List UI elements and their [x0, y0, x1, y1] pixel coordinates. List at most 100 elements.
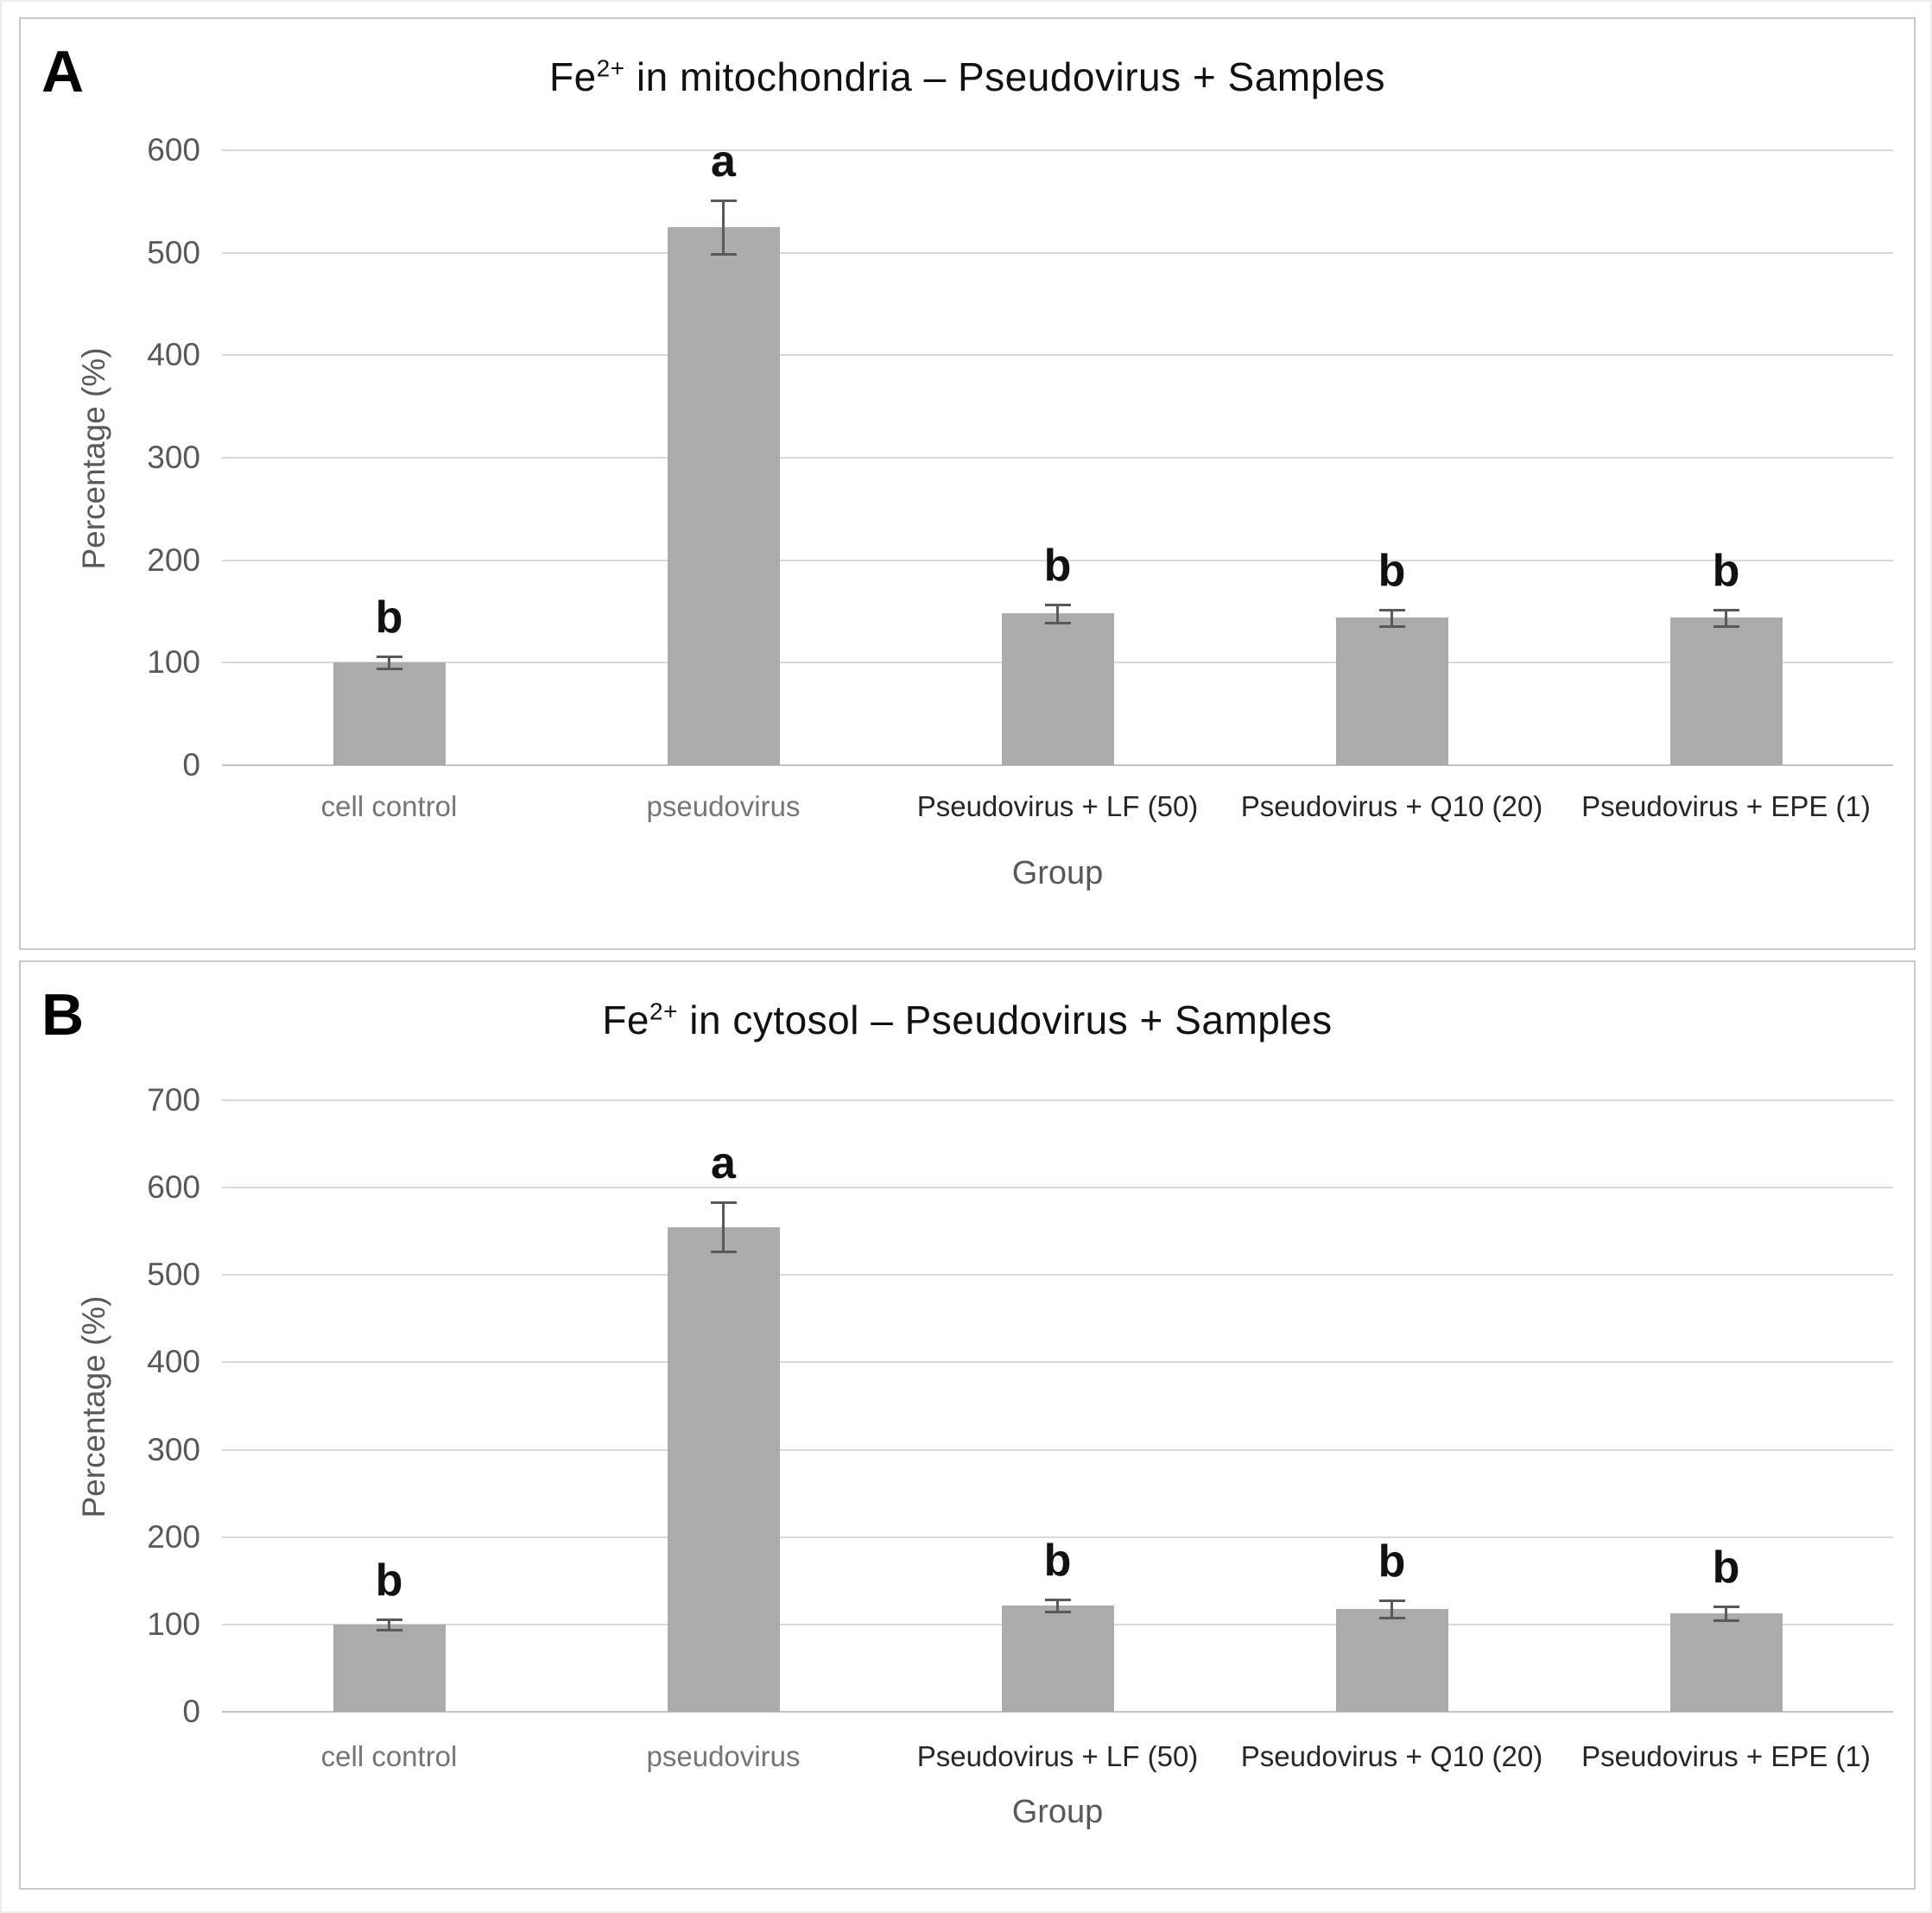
gridline — [222, 457, 1893, 459]
panel-b: B Fe2+ in cytosol – Pseudovirus + Sample… — [19, 960, 1916, 1890]
gridline — [222, 354, 1893, 357]
significance-letter: b — [1043, 540, 1072, 591]
error-bar-cap-bottom — [376, 668, 402, 671]
x-axis-title-b: Group — [1011, 1794, 1104, 1830]
gridline — [222, 559, 1893, 561]
y-tick-label: 100 — [147, 1606, 200, 1642]
x-category-label: pseudovirus — [646, 1740, 801, 1772]
panel-a: A Fe2+ in mitochondria – Pseudovirus + S… — [19, 17, 1916, 950]
x-category-label: Pseudovirus + LF (50) — [916, 1740, 1199, 1772]
significance-letter: b — [375, 592, 403, 643]
error-bar — [1056, 1599, 1059, 1612]
y-tick-label: 0 — [182, 747, 200, 782]
y-tick-label: 700 — [147, 1082, 200, 1118]
chart-title-a-prefix: Fe — [548, 54, 597, 99]
bar — [1001, 613, 1114, 765]
gridline — [222, 1187, 1893, 1189]
significance-letter: a — [711, 1138, 736, 1189]
y-tick-label: 500 — [147, 234, 200, 270]
x-axis-baseline — [222, 764, 1893, 766]
y-tick-label: 300 — [147, 440, 200, 475]
chart-title-b-superscript: 2+ — [649, 998, 678, 1025]
error-bar — [722, 200, 725, 254]
significance-letter: b — [1712, 1542, 1740, 1593]
error-bar — [388, 656, 390, 669]
bar — [333, 1624, 446, 1712]
error-bar-cap-top — [1713, 1605, 1739, 1608]
y-tick-label: 600 — [147, 132, 200, 168]
significance-letter: b — [375, 1555, 403, 1606]
chart-title-b-prefix: Fe — [602, 998, 650, 1042]
error-bar-cap-top — [376, 656, 402, 659]
y-tick-label: 200 — [147, 542, 200, 578]
gridline — [222, 1448, 1893, 1451]
x-category-label: Pseudovirus + LF (50) — [916, 790, 1199, 822]
chart-title-b-rest: in cytosol – Pseudovirus + Samples — [677, 998, 1333, 1042]
gridline — [222, 1274, 1893, 1276]
chart-title-a-rest: in mitochondria – Pseudovirus + Samples — [624, 54, 1385, 99]
panel-letter-a: A — [41, 39, 85, 105]
error-bar — [1725, 609, 1727, 626]
x-category-label: cell control — [320, 790, 458, 822]
significance-letter: b — [1378, 1536, 1406, 1587]
bar — [1335, 1608, 1448, 1712]
y-tick-label: 100 — [147, 644, 200, 681]
error-bar-cap-bottom — [1713, 624, 1739, 628]
error-bar-cap-top — [376, 1618, 402, 1621]
x-category-label: Pseudovirus + EPE (1) — [1581, 1740, 1871, 1772]
gridline — [222, 1361, 1893, 1364]
chart-title-b: Fe2+ in cytosol – Pseudovirus + Samples — [21, 997, 1914, 1043]
error-bar — [1390, 1599, 1393, 1618]
bar — [1669, 1612, 1783, 1712]
x-category-label: cell control — [320, 1740, 458, 1772]
y-tick-label: 300 — [147, 1431, 200, 1467]
bar — [667, 227, 780, 765]
significance-letter: b — [1712, 545, 1740, 596]
error-bar-cap-top — [710, 200, 737, 203]
gridline — [222, 1099, 1893, 1101]
significance-letter: b — [1378, 545, 1406, 596]
error-bar-cap-top — [1713, 608, 1739, 611]
y-tick-label: 400 — [147, 337, 200, 373]
error-bar — [722, 1202, 725, 1251]
error-bar-cap-top — [1378, 1599, 1405, 1602]
error-bar-cap-bottom — [1044, 622, 1071, 625]
gridline — [222, 1536, 1893, 1538]
error-bar-cap-bottom — [1378, 624, 1405, 628]
significance-letter: b — [1043, 1535, 1072, 1586]
error-bar — [1725, 1606, 1727, 1620]
bar — [1669, 618, 1783, 765]
x-category-label: pseudovirus — [646, 790, 801, 822]
bar — [333, 662, 446, 765]
error-bar-cap-bottom — [710, 1250, 737, 1253]
panel-letter-b: B — [41, 982, 85, 1048]
significance-letter: a — [711, 136, 736, 187]
error-bar-cap-bottom — [376, 1628, 402, 1631]
x-axis-baseline — [222, 1711, 1893, 1713]
y-tick-label: 600 — [147, 1169, 200, 1206]
x-axis-title-a: Group — [1011, 855, 1104, 891]
error-bar-cap-top — [1378, 608, 1405, 611]
error-bar — [1390, 609, 1393, 626]
error-bar-cap-top — [710, 1201, 737, 1205]
bar — [1335, 618, 1448, 765]
error-bar-cap-bottom — [1044, 1610, 1071, 1613]
y-tick-label: 200 — [147, 1518, 200, 1555]
error-bar-cap-bottom — [1378, 1616, 1405, 1619]
x-category-label: Pseudovirus + EPE (1) — [1581, 790, 1871, 822]
chart-title-a-superscript: 2+ — [596, 54, 625, 82]
error-bar — [1056, 604, 1059, 624]
bar — [667, 1226, 780, 1712]
chart-title-a: Fe2+ in mitochondria – Pseudovirus + Sam… — [21, 54, 1914, 100]
error-bar-cap-bottom — [710, 252, 737, 256]
gridline — [222, 251, 1893, 254]
y-tick-label: 0 — [182, 1694, 200, 1729]
error-bar — [388, 1618, 390, 1630]
error-bar-cap-top — [1044, 603, 1071, 606]
x-category-label: Pseudovirus + Q10 (20) — [1240, 790, 1543, 822]
y-tick-label: 400 — [147, 1344, 200, 1380]
y-tick-label: 500 — [147, 1257, 200, 1293]
gridline — [222, 149, 1893, 151]
error-bar-cap-top — [1044, 1598, 1071, 1601]
